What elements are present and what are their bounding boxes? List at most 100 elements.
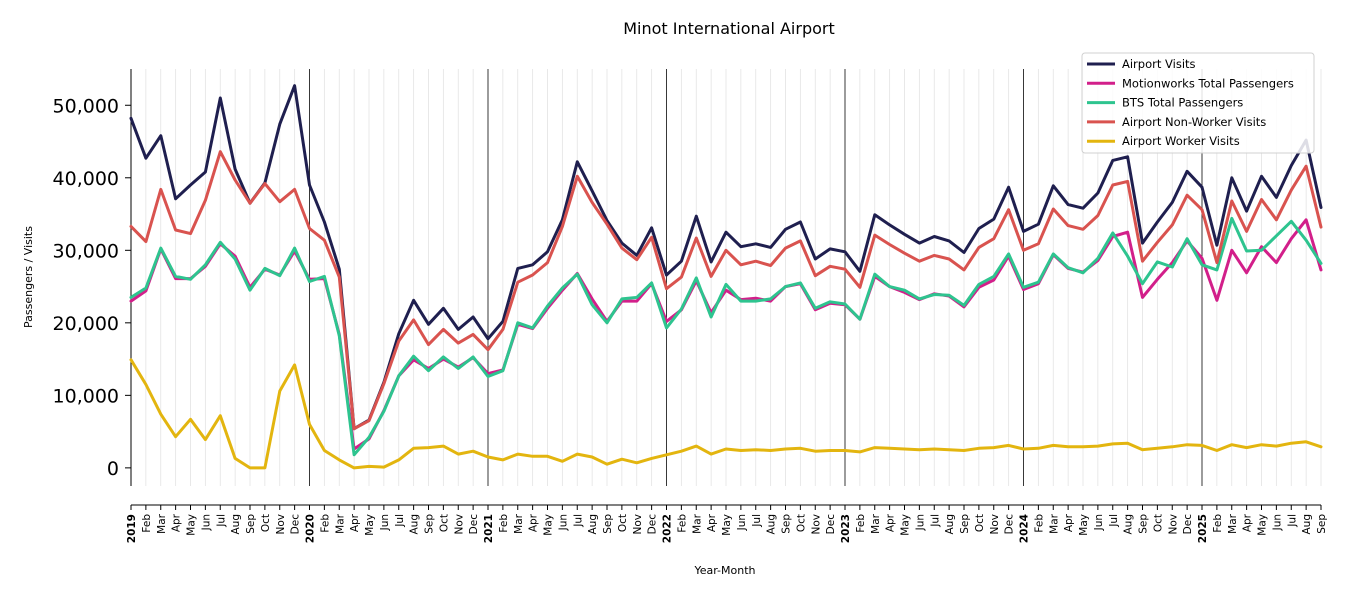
x-tick-label-year: 2022 — [662, 514, 674, 543]
x-tick-label-year: 2025 — [1197, 514, 1209, 543]
x-tick-label: Jun — [1093, 514, 1105, 531]
x-tick-label: Jul — [751, 514, 763, 528]
x-tick-label: Feb — [1212, 514, 1224, 533]
x-tick-label: Jun — [379, 514, 391, 531]
x-tick-label: Feb — [141, 514, 153, 533]
x-tick-label: Feb — [676, 514, 688, 533]
x-tick-label: Jun — [557, 514, 569, 531]
x-tick-label: Dec — [290, 514, 302, 535]
x-tick-label: Nov — [810, 514, 822, 535]
y-tick-label: 50,000 — [53, 95, 119, 117]
x-tick-label: May — [900, 514, 912, 536]
y-tick-label: 0 — [107, 458, 119, 480]
x-tick-label: Apr — [1242, 513, 1254, 532]
x-tick-label: Jul — [572, 514, 584, 528]
x-tick-label: Dec — [825, 514, 837, 535]
series-lines — [129, 84, 1323, 470]
x-tick-label: Apr — [885, 513, 897, 532]
x-tick-label: Jun — [914, 514, 926, 531]
x-tick-label: Feb — [1033, 514, 1045, 533]
x-tick-label-year: 2023 — [840, 514, 852, 543]
legend-label-bts-total-passengers: BTS Total Passengers — [1122, 96, 1243, 110]
x-tick-label: Aug — [944, 514, 956, 535]
x-tick-label: Mar — [156, 513, 168, 533]
x-tick-label: Nov — [989, 514, 1001, 535]
x-tick-label: Nov — [1167, 514, 1179, 535]
x-tick-label: Feb — [855, 514, 867, 533]
series-line-airport-worker-visits — [129, 358, 1323, 470]
x-tick-label: Jun — [736, 514, 748, 531]
x-tick-label: Mar — [513, 513, 525, 533]
y-tick-label: 10,000 — [53, 385, 119, 407]
x-tick-label: Jul — [929, 514, 941, 528]
x-tick-label: Nov — [453, 514, 465, 535]
x-tick-label: May — [1257, 514, 1269, 536]
x-tick-label: Sep — [245, 514, 257, 534]
x-tick-label: May — [721, 514, 733, 536]
x-tick-label: Oct — [974, 514, 986, 532]
x-tick-label: Dec — [1182, 514, 1194, 535]
x-tick-label: Sep — [424, 514, 436, 534]
x-tick-label: May — [364, 514, 376, 536]
x-tick-label: Sep — [1316, 514, 1328, 534]
series-line-airport-visits — [129, 84, 1323, 431]
x-tick-label: Jul — [394, 514, 406, 528]
legend-box — [1081, 52, 1315, 154]
x-tick-label: May — [186, 514, 198, 536]
x-tick-label: May — [543, 514, 555, 536]
x-tick-label: Apr — [171, 513, 183, 532]
x-tick-label: Dec — [647, 514, 659, 535]
legend-label-motionworks-total-passengers: Motionworks Total Passengers — [1122, 76, 1294, 90]
x-tick-label: Dec — [468, 514, 480, 535]
x-tick-label: Mar — [1048, 513, 1060, 533]
x-tick-label: Apr — [1063, 513, 1075, 532]
x-tick-label: Feb — [319, 514, 331, 533]
x-tick-label: Aug — [766, 514, 778, 535]
x-tick-label-year: 2020 — [305, 514, 317, 543]
x-tick-label: Nov — [632, 514, 644, 535]
x-tick-label: Aug — [230, 514, 242, 535]
x-tick-label: Oct — [617, 514, 629, 532]
chart-title: Minot International Airport — [623, 19, 835, 38]
x-tick-label: Nov — [275, 514, 287, 535]
x-tick-label-year: 2019 — [126, 514, 138, 543]
y-axis-label: Passengers / Visits — [22, 226, 35, 328]
legend-label-airport-visits: Airport Visits — [1122, 57, 1196, 71]
x-tick-label: May — [1078, 514, 1090, 536]
x-tick-label: Aug — [1123, 514, 1135, 535]
x-tick-label: Mar — [691, 513, 703, 533]
x-tick-label: Dec — [1004, 514, 1016, 535]
x-tick-label: Mar — [334, 513, 346, 533]
x-tick-label: Aug — [409, 514, 421, 535]
x-tick-label: Jun — [1271, 514, 1283, 531]
x-axis-label: Year-Month — [693, 564, 755, 577]
x-tick-label: Jul — [1108, 514, 1120, 528]
x-tick-label: Aug — [1301, 514, 1313, 535]
x-tick-label: Oct — [1152, 514, 1164, 532]
x-tick-label: Sep — [602, 514, 614, 534]
x-tick-label: Apr — [349, 513, 361, 532]
x-tick-label: Mar — [870, 513, 882, 533]
x-tick-label-year: 2021 — [483, 514, 495, 543]
y-tick-label: 30,000 — [53, 240, 119, 262]
y-tick-label: 40,000 — [53, 168, 119, 190]
x-tick-label: Sep — [781, 514, 793, 534]
x-tick-label-year: 2024 — [1019, 514, 1031, 543]
x-tick-label: Oct — [438, 514, 450, 532]
x-tick-label: Sep — [959, 514, 971, 534]
series-line-bts-total-passengers — [129, 216, 1323, 457]
x-tick-label: Apr — [528, 513, 540, 532]
x-tick-label: Oct — [795, 514, 807, 532]
x-tick-label: Sep — [1138, 514, 1150, 534]
y-tick-label: 20,000 — [53, 313, 119, 335]
x-tick-label: Jul — [1286, 514, 1298, 528]
series-line-airport-non-worker-visits — [129, 150, 1323, 431]
x-tick-label: Apr — [706, 513, 718, 532]
x-tick-label: Jul — [215, 514, 227, 528]
x-tick-label: Oct — [260, 514, 272, 532]
legend-label-airport-non-worker-visits: Airport Non-Worker Visits — [1122, 115, 1266, 129]
x-tick-label: Aug — [587, 514, 599, 535]
